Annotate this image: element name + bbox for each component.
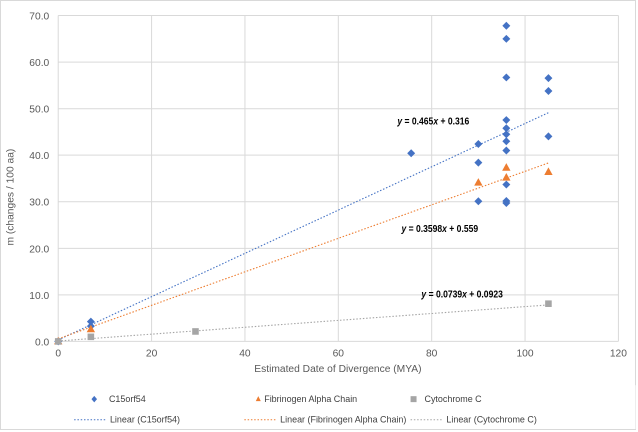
svg-text:10.0: 10.0	[29, 291, 49, 302]
svg-text:y = 0.465x + 0.316: y = 0.465x + 0.316	[396, 116, 469, 128]
svg-text:100: 100	[516, 348, 533, 359]
svg-text:m (changes / 100 aa): m (changes / 100 aa)	[5, 149, 16, 246]
svg-text:C15orf54: C15orf54	[109, 394, 146, 404]
svg-text:Cytochrome C: Cytochrome C	[425, 394, 483, 404]
svg-text:Linear (C15orf54): Linear (C15orf54)	[110, 414, 180, 424]
svg-text:60: 60	[333, 348, 345, 359]
svg-text:40: 40	[239, 348, 251, 359]
svg-text:0: 0	[55, 348, 61, 359]
svg-text:120: 120	[610, 348, 627, 359]
svg-text:60.0: 60.0	[29, 58, 49, 69]
svg-text:Estimated Date of Divergence (: Estimated Date of Divergence (MYA)	[254, 364, 421, 375]
svg-text:0.0: 0.0	[35, 337, 50, 348]
svg-text:20: 20	[146, 348, 158, 359]
svg-text:40.0: 40.0	[29, 151, 49, 162]
svg-text:20.0: 20.0	[29, 244, 49, 255]
svg-text:y = 0.0739x + 0.0923: y = 0.0739x + 0.0923	[421, 289, 503, 301]
svg-text:Linear (Cytochrome C): Linear (Cytochrome C)	[446, 414, 536, 424]
svg-text:80: 80	[426, 348, 438, 359]
svg-text:50.0: 50.0	[29, 105, 49, 116]
svg-text:Fibrinogen Alpha Chain: Fibrinogen Alpha Chain	[264, 394, 357, 404]
svg-text:30.0: 30.0	[29, 198, 49, 209]
svg-text:70.0: 70.0	[29, 12, 49, 23]
svg-text:Linear (Fibrinogen Alpha Chain: Linear (Fibrinogen Alpha Chain)	[280, 414, 406, 424]
svg-text:y = 0.3598x + 0.559: y = 0.3598x + 0.559	[401, 223, 479, 235]
